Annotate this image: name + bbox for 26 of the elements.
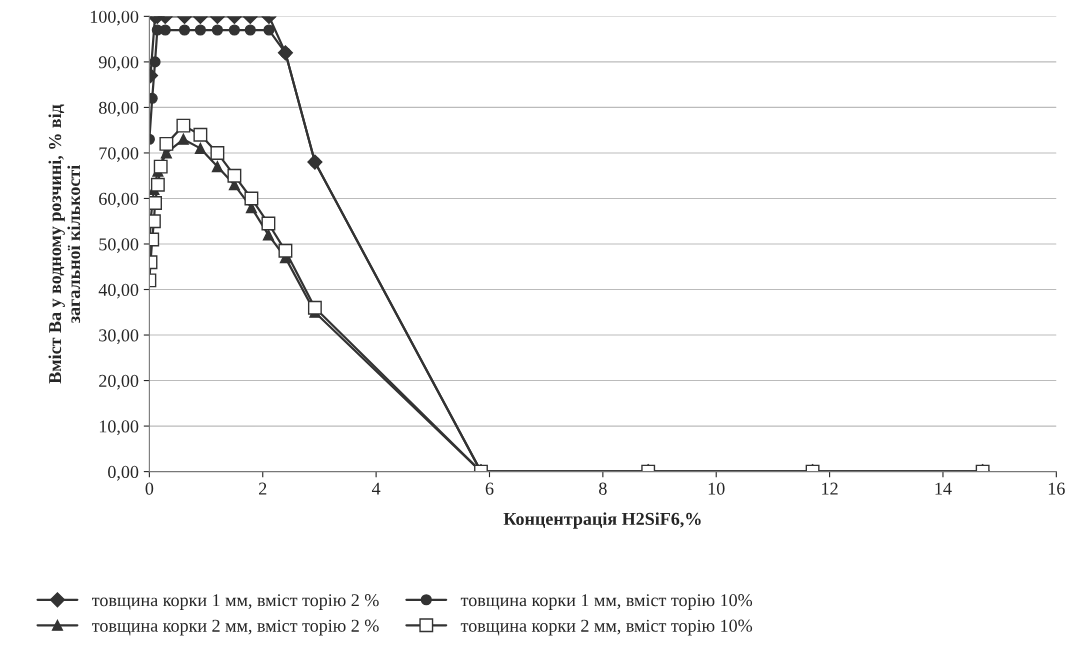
y-tick-label: 90,00 (98, 56, 139, 71)
legend-label: товщина корки 2 мм, вміст торію 2 % (92, 619, 379, 636)
y-tick-label: 50,00 (99, 238, 139, 254)
y-axis-title: Вміст Ва у водному розчині, % від загальної кількості (48, 104, 81, 384)
y-tick-label: 0,00 (108, 465, 139, 481)
y-tick-label: 20,00 (99, 374, 139, 390)
y-tick-label: 100,00 (90, 10, 139, 26)
x-tick-label: 14 (935, 482, 952, 495)
x-tick-label: 6 (485, 482, 494, 495)
x-axis-title: Концентрація H2SiF6,% (503, 512, 701, 529)
y-tick-label: 80,00 (99, 101, 139, 117)
y-tick-label: 60,00 (99, 192, 139, 208)
legend-label: товщина корки 1 мм, вміст торію 2 % (92, 594, 379, 610)
x-tick-label: 0 (145, 482, 154, 495)
x-tick-label: 8 (599, 482, 607, 495)
x-tick-label: 4 (371, 482, 381, 495)
x-tick-label: 10 (708, 482, 725, 495)
y-tick-label: 40,00 (98, 283, 139, 299)
y-tick-label: 70,00 (99, 147, 139, 162)
x-tick-label: 16 (1048, 482, 1065, 495)
legend-label: товщина корки 2 мм, вміст торію 10% (460, 619, 753, 636)
x-tick-label: 12 (822, 482, 838, 495)
y-tick-label: 30,00 (99, 329, 139, 345)
x-tick-label: 2 (259, 482, 267, 495)
y-tick-label: 10,00 (99, 420, 139, 436)
legend-label: товщина корки 1 мм, вміст торію 10% (460, 594, 753, 610)
